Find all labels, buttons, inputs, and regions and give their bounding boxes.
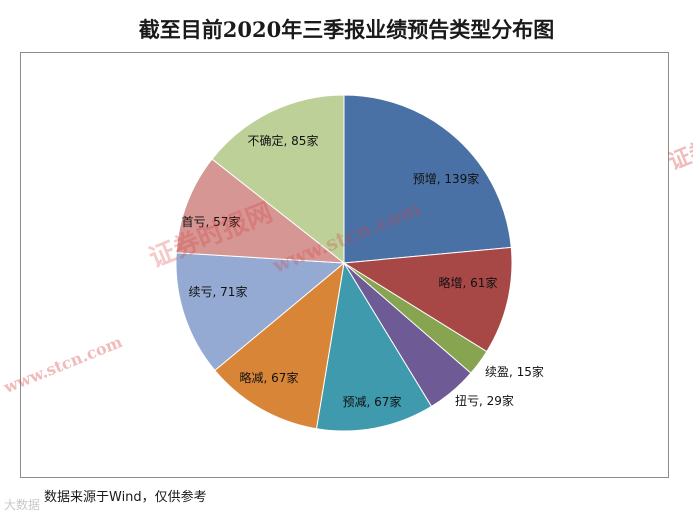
pie-slice [342,246,513,353]
corner-logo: 大数据 [4,498,41,512]
slice-label: 扭亏, 29家 [455,393,514,408]
slice-label: 不确定, 85家 [248,133,319,148]
slice-label: 首亏, 57家 [182,214,241,229]
source-note: 数据来源于Wind，仅供参考 [44,490,207,505]
slice-label: 预增, 139家 [413,171,480,186]
pie-slice [211,94,345,265]
pie-slice [214,261,345,430]
slice-label: 预减, 67家 [343,394,402,409]
slice-label: 略减, 67家 [240,370,299,385]
pie-slice [343,94,512,264]
pie-slice [175,252,346,372]
slice-label: 续亏, 71家 [189,284,248,299]
pie-slice [175,158,346,264]
slice-label: 续盈, 15家 [485,364,544,379]
slice-label: 略增, 61家 [439,275,498,290]
chart-title: 截至目前2020年三季报业绩预告类型分布图 [138,17,555,42]
pie-slice [315,261,433,432]
